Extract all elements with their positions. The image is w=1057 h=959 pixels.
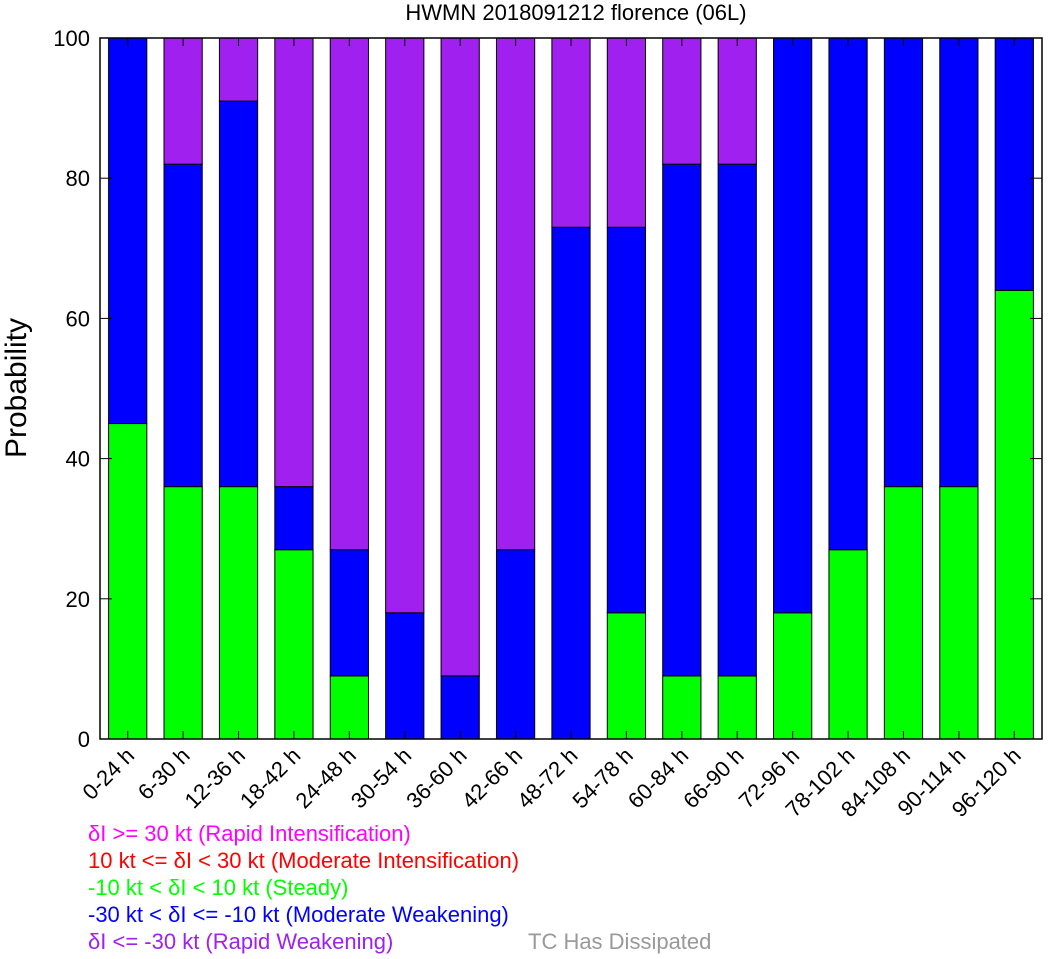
bar-segment-10-series-3 bbox=[606, 37, 647, 228]
bar-segment-2-series-1 bbox=[163, 486, 203, 740]
bar-segment-11-series-1 bbox=[662, 675, 702, 740]
bar-segment-17-series-2 bbox=[994, 37, 1034, 291]
bar-segment-4-series-3 bbox=[274, 37, 314, 488]
bar-segment-13-series-1 bbox=[773, 612, 813, 740]
bar-segment-7-series-2 bbox=[440, 675, 480, 740]
bar-segment-6-series-2 bbox=[385, 612, 425, 740]
bar-segment-16-series-1 bbox=[939, 486, 979, 740]
legend-entry-steady: -10 kt < δI < 10 kt (Steady) bbox=[88, 875, 349, 900]
legend-entry-moderate-weakening: -30 kt < δI <= -10 kt (Moderate Weakenin… bbox=[88, 902, 509, 927]
bar-segment-4-series-1 bbox=[274, 549, 314, 740]
legend-entry-moderate-intensification: 10 kt <= δI < 30 kt (Moderate Intensific… bbox=[88, 848, 520, 873]
bar-segment-8-series-3 bbox=[495, 37, 536, 551]
bar-segment-1-series-2 bbox=[108, 37, 148, 425]
bar-segment-5-series-3 bbox=[329, 37, 369, 551]
bar-segment-12-series-1 bbox=[717, 675, 757, 740]
y-tick-label: 20 bbox=[66, 587, 90, 612]
x-tick-label: 0-24 h bbox=[77, 743, 139, 805]
legend-entry-rapid-intensification: δI >= 30 kt (Rapid Intensification) bbox=[88, 821, 411, 846]
x-tick-label: 36-60 h bbox=[401, 743, 471, 813]
bar-segment-5-series-2 bbox=[329, 549, 369, 677]
x-tick-label: 24-48 h bbox=[290, 743, 360, 813]
x-tick-label: 48-72 h bbox=[512, 743, 582, 813]
y-tick-label: 0 bbox=[78, 727, 90, 752]
bar-segment-1-series-1 bbox=[108, 423, 148, 740]
bar-segment-6-series-3 bbox=[385, 37, 425, 614]
bar-segment-14-series-2 bbox=[828, 37, 868, 551]
bar-segment-10-series-2 bbox=[606, 226, 647, 614]
bar-segment-9-series-2 bbox=[551, 226, 591, 740]
bar-segment-15-series-1 bbox=[883, 486, 924, 740]
bar-segment-8-series-2 bbox=[495, 549, 536, 740]
x-tick-label: 30-54 h bbox=[346, 743, 416, 813]
y-tick-label: 100 bbox=[53, 26, 90, 51]
bar-segment-9-series-3 bbox=[551, 37, 591, 228]
legend: δI >= 30 kt (Rapid Intensification) 10 k… bbox=[88, 820, 519, 955]
bars-layer bbox=[108, 37, 1034, 740]
bar-segment-7-series-3 bbox=[440, 37, 480, 677]
bar-segment-15-series-2 bbox=[883, 37, 924, 488]
bar-segment-14-series-1 bbox=[828, 549, 868, 740]
bar-segment-3-series-1 bbox=[218, 486, 259, 740]
x-tick-label: 60-84 h bbox=[623, 743, 693, 813]
bar-segment-10-series-1 bbox=[606, 612, 647, 740]
bar-segment-4-series-2 bbox=[274, 486, 314, 551]
x-tick-label: 18-42 h bbox=[235, 743, 305, 813]
x-tick-label: 54-78 h bbox=[567, 743, 637, 813]
y-tick-label: 60 bbox=[66, 306, 90, 331]
x-tick-label: 66-90 h bbox=[678, 743, 748, 813]
bar-segment-16-series-2 bbox=[939, 37, 979, 488]
bar-segment-12-series-2 bbox=[717, 163, 757, 677]
chart-title: HWMN 2018091212 florence (06L) bbox=[405, 0, 746, 25]
legend-entry-dissipated: TC Has Dissipated bbox=[528, 929, 712, 954]
bar-segment-12-series-3 bbox=[717, 37, 757, 165]
y-tick-label: 80 bbox=[66, 166, 90, 191]
y-axis-label: Probability bbox=[0, 318, 33, 458]
bar-segment-3-series-3 bbox=[218, 37, 259, 102]
x-tick-label: 12-36 h bbox=[180, 743, 250, 813]
y-tick-label: 40 bbox=[66, 447, 90, 472]
bar-segment-2-series-2 bbox=[163, 163, 203, 488]
x-tick-label: 42-66 h bbox=[457, 743, 527, 813]
bar-segment-11-series-3 bbox=[662, 37, 702, 165]
legend-entry-rapid-weakening: δI <= -30 kt (Rapid Weakening) bbox=[88, 929, 394, 954]
bar-segment-2-series-3 bbox=[163, 37, 203, 165]
bar-segment-17-series-1 bbox=[994, 289, 1034, 740]
bar-segment-11-series-2 bbox=[662, 163, 702, 677]
bar-segment-3-series-2 bbox=[218, 100, 259, 488]
plot-frame bbox=[99, 37, 1043, 740]
bar-segment-5-series-1 bbox=[329, 675, 369, 740]
bar-segment-13-series-2 bbox=[773, 37, 813, 614]
